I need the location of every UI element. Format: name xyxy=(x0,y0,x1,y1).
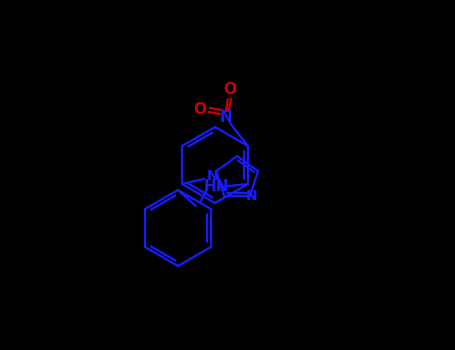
Text: N: N xyxy=(206,169,218,183)
Text: N: N xyxy=(246,189,258,203)
Text: N: N xyxy=(219,111,233,126)
Text: HN: HN xyxy=(203,178,229,194)
Text: O: O xyxy=(193,102,207,117)
Text: O: O xyxy=(223,83,237,98)
